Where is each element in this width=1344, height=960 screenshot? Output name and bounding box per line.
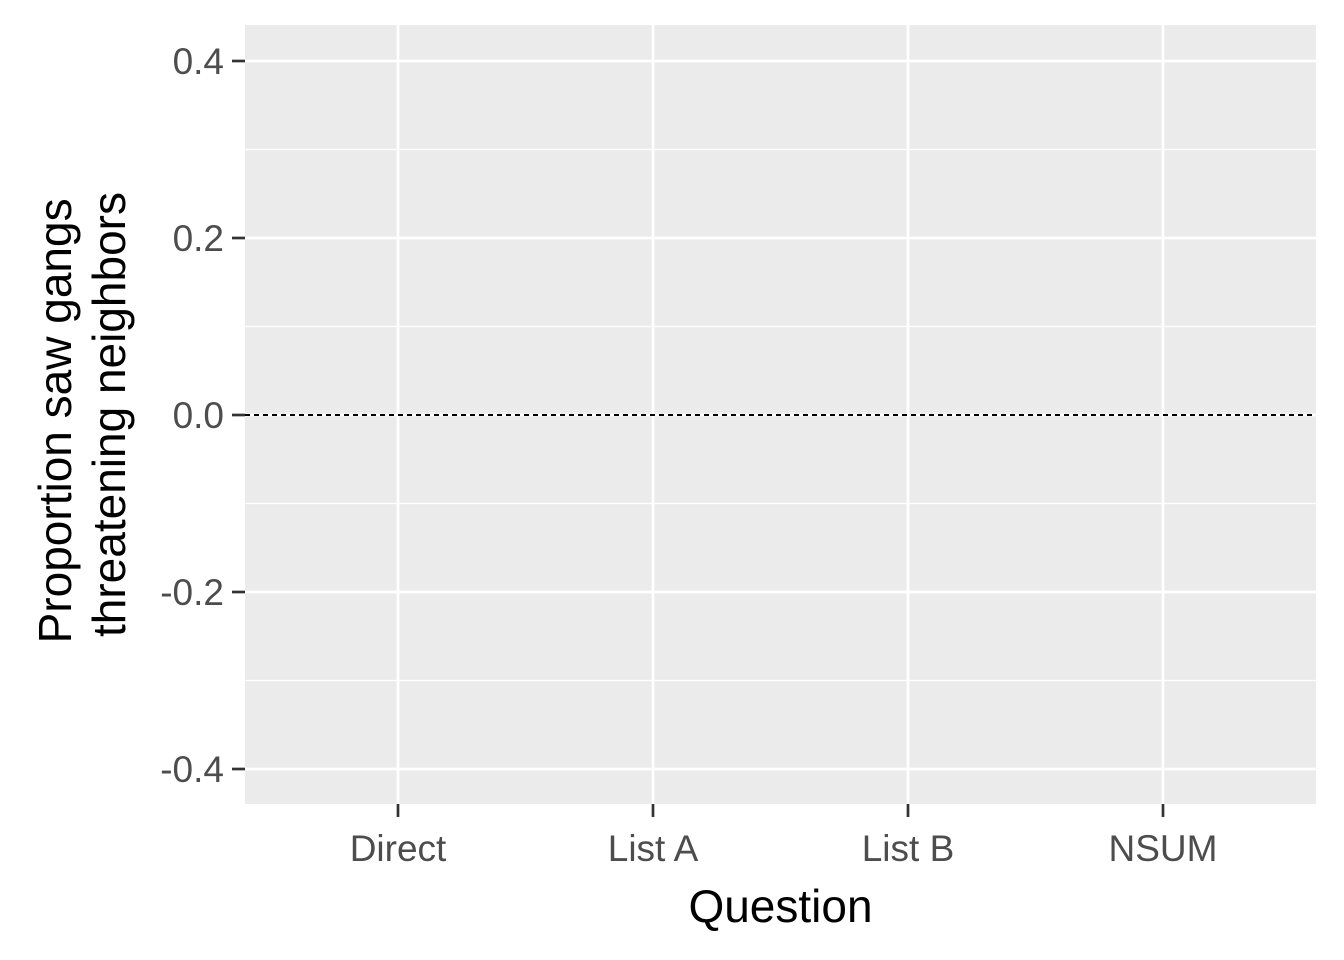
y-tick-label: 0.0 <box>173 395 224 436</box>
y-tick-label: -0.2 <box>160 572 224 613</box>
x-tick-label: Direct <box>350 828 447 869</box>
y-tick-label: 0.4 <box>173 41 224 82</box>
y-tick-label: 0.2 <box>173 218 224 259</box>
x-axis-title: Question <box>688 880 872 932</box>
y-axis-title: Proportion saw gangs threatening neighbo… <box>29 186 135 644</box>
x-tick-label: List B <box>862 828 955 869</box>
x-tick-label: List A <box>608 828 699 869</box>
x-tick-label: NSUM <box>1109 828 1218 869</box>
x-axis-ticks: Direct List A List B NSUM <box>350 804 1218 869</box>
minor-gridlines <box>245 148 1316 682</box>
y-axis-ticks: -0.4 -0.2 0.0 0.2 0.4 <box>160 41 245 790</box>
y-axis-title-line-1: Proportion saw gangs <box>29 198 81 643</box>
y-axis-title-line-2: threatening neighbors <box>83 192 135 637</box>
y-tick-label: -0.4 <box>160 749 224 790</box>
